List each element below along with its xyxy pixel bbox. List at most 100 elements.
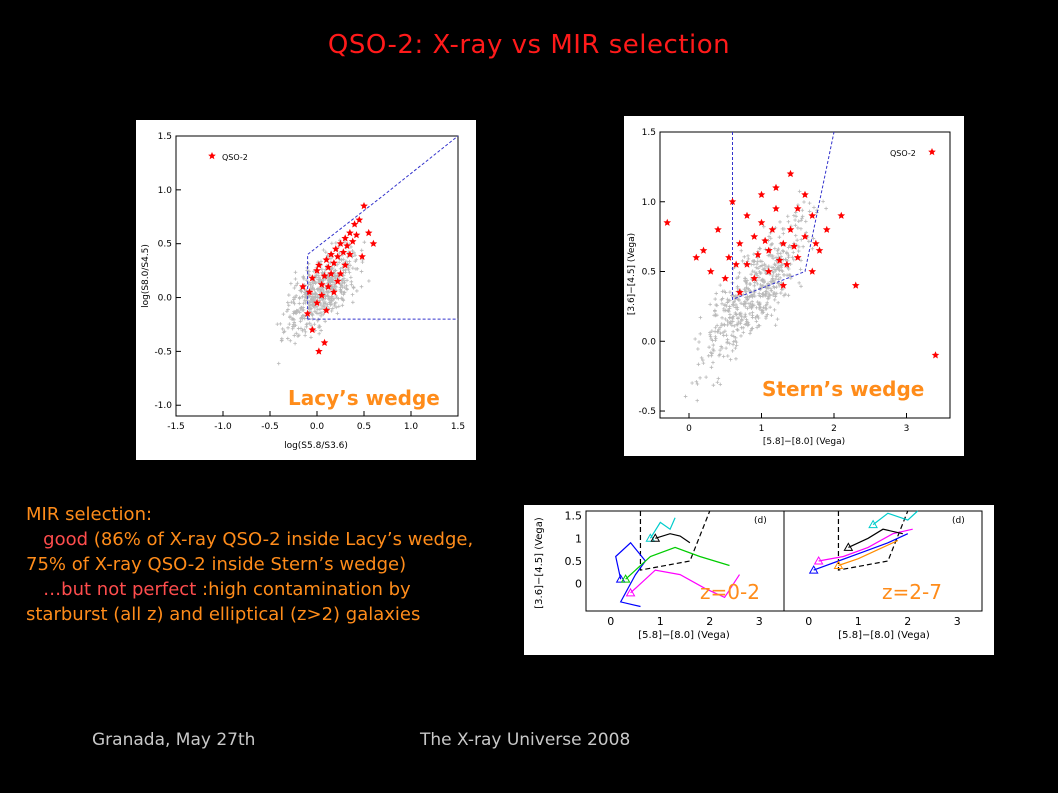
grey-point	[764, 316, 768, 320]
grey-point	[759, 278, 763, 282]
grey-point	[786, 219, 791, 224]
grey-point	[777, 235, 782, 239]
grey-point	[793, 223, 798, 228]
grey-point	[726, 354, 730, 358]
qso2-star	[779, 281, 788, 289]
grey-point	[339, 289, 343, 294]
qso2-star	[772, 204, 780, 212]
grey-point	[711, 347, 715, 351]
grey-point	[722, 322, 727, 327]
x-tick-label: 0	[686, 424, 692, 434]
grey-point	[749, 262, 754, 267]
grey-point	[740, 259, 745, 263]
qso2-star	[721, 274, 730, 282]
grey-point	[278, 322, 283, 326]
grey-point	[734, 357, 738, 361]
grey-point	[683, 394, 688, 399]
grey-point	[696, 362, 701, 367]
grey-point	[286, 307, 290, 312]
grey-point	[294, 283, 298, 288]
grey-point	[309, 296, 314, 300]
grey-point	[330, 277, 335, 282]
mir-heading: MIR selection:	[26, 504, 153, 525]
stern-wedge-plot: 0 1 2 3 1.5 1.0 0.5 0.0 -0.5 [5.8]−[8.0] (Vega)…	[624, 116, 964, 456]
grey-point	[728, 298, 732, 303]
grey-point	[755, 282, 760, 286]
grey-point	[733, 297, 738, 301]
grey-point	[690, 381, 694, 385]
grey-point	[713, 338, 718, 343]
grey-point	[295, 308, 299, 313]
qso2-star	[339, 248, 348, 256]
stern-legend-label: QSO-2	[890, 149, 916, 158]
qso2-star	[330, 259, 338, 267]
template-track-line	[649, 517, 676, 539]
stern-plot-svg: 0 1 2 3 1.5 1.0 0.5 0.0 -0.5 [5.8]−[8.0] (Vega)…	[627, 128, 951, 447]
grey-point	[745, 282, 749, 286]
grey-point	[696, 347, 700, 351]
grey-point	[750, 269, 755, 273]
grey-point	[804, 230, 808, 235]
grey-point	[725, 341, 729, 345]
qso2-star	[931, 351, 940, 359]
qso2-star	[324, 282, 333, 290]
grey-point	[764, 306, 769, 311]
grey-point	[334, 241, 338, 245]
grey-point	[739, 314, 744, 319]
grey-point	[774, 291, 779, 296]
slide-title: QSO-2: X-ray vs MIR selection	[327, 30, 731, 60]
grey-point	[772, 298, 777, 302]
qso2-star	[812, 239, 820, 247]
but-word: …but not perfect	[43, 579, 197, 600]
grey-point	[778, 220, 782, 224]
grey-point	[785, 273, 789, 277]
grey-point	[742, 315, 746, 319]
qso2-star	[764, 246, 773, 254]
qso2-star	[358, 252, 366, 260]
grey-point	[744, 295, 748, 300]
track-start-triangle	[645, 533, 656, 542]
grey-point	[310, 312, 314, 317]
grey-point	[362, 240, 367, 245]
qso2-star	[822, 225, 831, 233]
grey-point	[740, 318, 744, 322]
grey-point	[347, 270, 352, 275]
grey-point	[281, 330, 286, 335]
grey-point	[313, 281, 318, 286]
track-start-triangle	[650, 533, 661, 542]
grey-point	[757, 323, 762, 328]
grey-point	[728, 290, 732, 294]
qso2-star	[764, 267, 773, 275]
grey-point	[781, 249, 786, 254]
grey-point	[764, 302, 769, 307]
grey-point	[317, 331, 321, 336]
grey-point	[317, 325, 321, 330]
grey-point	[734, 312, 738, 317]
grey-point	[350, 249, 355, 253]
grey-point	[747, 305, 752, 309]
template-tracks-plot: 0 1 2 3 1.5 1 0.5 0 0 1 2 3 (d) (d) [5.8]−[8.0] (Ve…	[524, 505, 994, 655]
grey-point	[731, 301, 736, 305]
grey-point	[349, 275, 353, 280]
grey-point	[698, 332, 703, 336]
track-y-tick-label: 1	[575, 532, 582, 545]
grey-point	[768, 305, 772, 309]
lacy-plot-svg: -1.5 -1.0 -0.5 0.0 0.5 1.0 1.5 1.5 1.0 0.5 0.0 -0.…	[141, 132, 465, 451]
grey-point	[331, 306, 335, 311]
grey-point	[285, 336, 290, 341]
qso2-star	[350, 220, 359, 228]
grey-point	[730, 349, 735, 353]
grey-point	[715, 380, 720, 385]
grey-point	[288, 338, 293, 343]
grey-point	[309, 323, 313, 328]
grey-point	[720, 346, 724, 350]
x-tick-label: -1.0	[214, 422, 232, 432]
grey-point	[718, 325, 722, 330]
legend-star-icon	[928, 148, 936, 156]
qso2-star	[793, 253, 802, 261]
template-track-line	[818, 528, 913, 562]
grey-point	[721, 307, 726, 311]
grey-point	[720, 289, 725, 294]
grey-point	[312, 287, 317, 292]
grey-point	[745, 306, 750, 311]
